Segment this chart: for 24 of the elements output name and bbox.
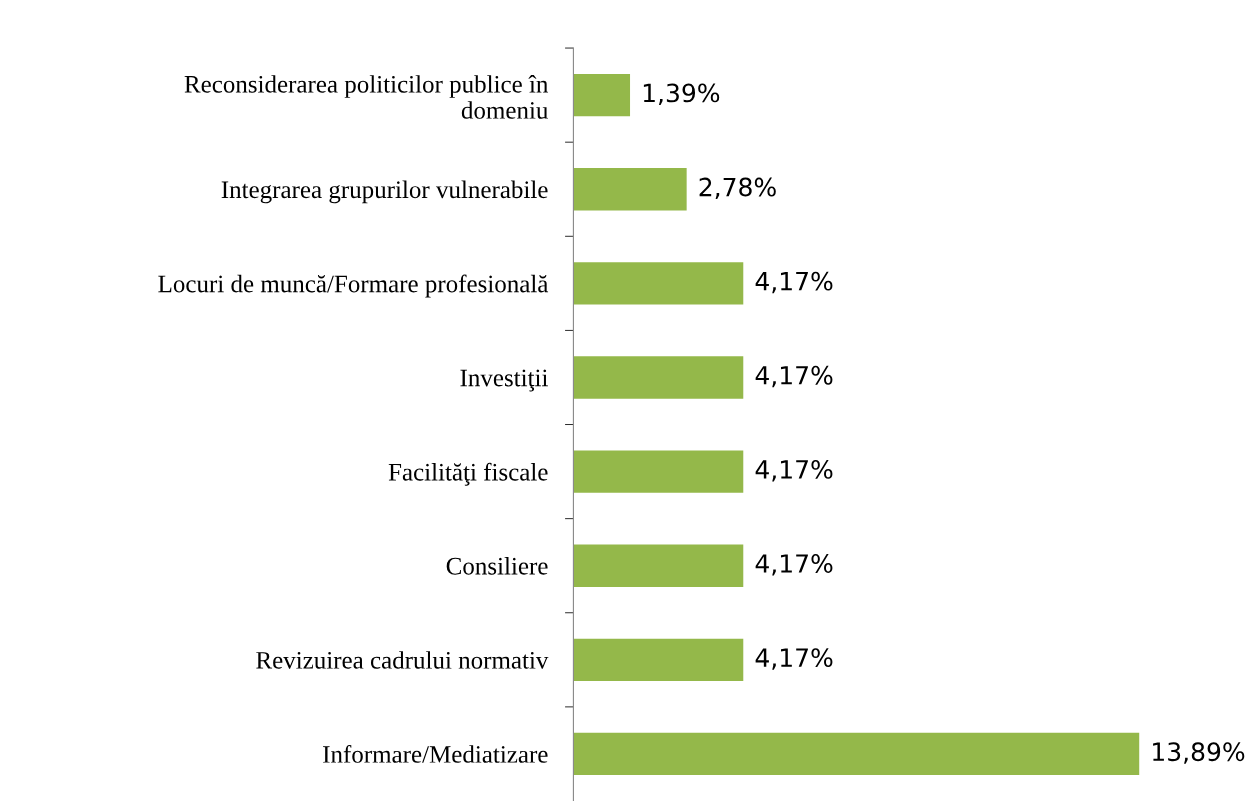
bar [573,356,744,399]
data-label: 13,89% [1153,742,1245,764]
y-tick-label: Reconsiderarea politicilor publice în domeniu [184,75,549,119]
y-tick-label: Facilităţi fiscale [388,462,548,486]
data-label: 4,17% [755,554,833,576]
data-label: 1,39% [643,83,720,105]
y-tick-label: Integrarea grupurilor vulnerabile [221,180,548,204]
bar [573,168,687,211]
data-label: 4,17% [755,271,833,294]
data-label: 4,17% [755,365,833,388]
data-label: 2,78% [699,177,776,200]
y-tick-label: Revizuirea cadrului normativ [256,651,549,669]
bar [573,262,744,305]
y-tick-label: Consiliere [446,557,548,575]
bar [573,638,744,681]
y-tick-label: Investiţii [460,369,548,392]
bar [573,73,631,117]
data-label: 4,17% [755,459,833,482]
y-tick-label: Informare/Mediatizare [323,745,548,763]
bar [573,732,1140,776]
data-label: 4,17% [755,648,833,670]
bar [573,544,744,587]
bar [573,450,744,493]
y-tick-label: Locuri de muncă/Formare profesională [158,274,549,298]
